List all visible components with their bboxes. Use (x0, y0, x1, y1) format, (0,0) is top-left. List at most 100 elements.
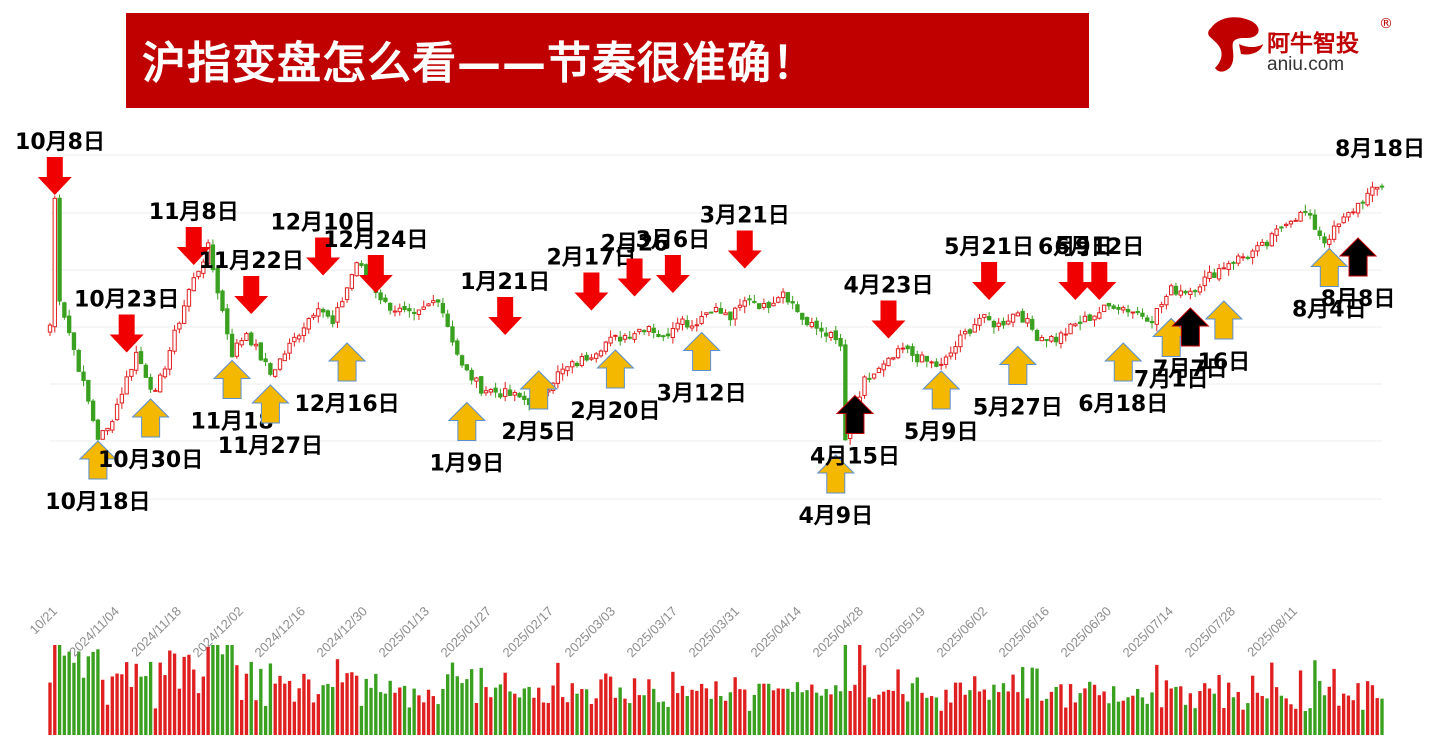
candle-body (1164, 295, 1169, 306)
volume-bar (623, 698, 627, 735)
volume-bar (1049, 691, 1054, 735)
volume-bar (1274, 687, 1279, 735)
candle-body (1212, 272, 1217, 278)
candle-body (900, 347, 906, 350)
candle-body (1001, 320, 1006, 326)
candle-body (905, 345, 910, 350)
candle-body (1044, 338, 1049, 342)
volume-bar (96, 649, 100, 735)
candle-body (589, 357, 594, 360)
candle-body (354, 262, 359, 277)
volume-bar (91, 651, 95, 735)
volume-bar (192, 669, 196, 735)
volume-bar (1126, 697, 1130, 735)
volume-bar (508, 691, 512, 735)
candle-body (325, 310, 331, 317)
volume-bar (441, 688, 445, 735)
candle-body (958, 334, 963, 348)
volume-bar (1054, 686, 1058, 735)
volume-bar (1092, 684, 1097, 735)
buy-arrow-icon (998, 345, 1038, 385)
volume-bar (589, 704, 594, 735)
candle-body (1303, 211, 1308, 214)
candle-body (277, 358, 283, 370)
volume-bar (278, 675, 282, 735)
x-tick-label: 2024/12/16 (251, 604, 308, 661)
volume-bar (1322, 695, 1327, 735)
volume-bar (675, 693, 680, 735)
candle-body (800, 312, 805, 320)
candle-body (1154, 307, 1159, 325)
volume-bar (795, 682, 800, 735)
candle-body (498, 393, 503, 398)
buy-arrow-icon (1151, 317, 1191, 357)
volume-bar (120, 674, 124, 735)
annotation-label: 16日 (1198, 350, 1251, 375)
x-tick-label: 2025/04/14 (747, 604, 804, 661)
candle-body (771, 302, 776, 307)
volume-bar (767, 683, 771, 735)
buy-arrow-icon (1204, 300, 1244, 340)
candle-body (1020, 310, 1025, 323)
annotation-label: 10月18日 (45, 490, 150, 515)
annotation-label: 12月10日 (270, 211, 375, 236)
x-tick-label: 10/21 (27, 604, 61, 638)
candle-body (910, 346, 915, 356)
volume-bar (124, 662, 129, 735)
candle-body (982, 314, 987, 318)
candle-body (296, 335, 302, 340)
annotation-label: 2月26 (601, 232, 669, 257)
annotation: 12月24日 (323, 228, 428, 293)
volume-bar (316, 694, 320, 735)
candle-body (76, 349, 81, 372)
signal-annotations: 10月8日 10月18日 10月23日 10月30日 11月8日 11月18 11月22日 1… (15, 130, 1425, 529)
candle-body (617, 336, 623, 342)
volume-bar (345, 673, 349, 735)
sell-arrow-icon (488, 297, 523, 335)
candle-body (804, 316, 810, 326)
buy-arrow-icon (816, 454, 855, 494)
annotation-label: 11月18 (190, 410, 273, 435)
volume-bar (537, 687, 541, 735)
volume-bar (709, 698, 713, 735)
volume-bar (287, 680, 292, 735)
candle-body (1216, 268, 1222, 280)
volume-bar (1155, 664, 1159, 735)
volume-bar (1078, 693, 1082, 735)
candle-body (962, 330, 968, 335)
candle-body (239, 340, 244, 346)
volume-bar (1351, 700, 1355, 735)
candle-body (148, 376, 153, 390)
volume-bar (570, 683, 574, 735)
candle-body (512, 391, 517, 396)
candle-body (201, 261, 206, 274)
volume-bar (872, 698, 876, 735)
volume-bar (1375, 698, 1379, 735)
volume-bar (369, 687, 373, 735)
candle-body (1073, 323, 1078, 327)
volume-bar (220, 654, 225, 735)
volume-bar (1179, 686, 1183, 735)
volume-bar (1226, 682, 1231, 735)
annotation-label: 11月8日 (149, 200, 239, 225)
candle-body (114, 403, 120, 421)
candle-body (440, 303, 446, 314)
volume-bar (1217, 675, 1221, 735)
candle-body (833, 330, 838, 341)
candle-body (1125, 308, 1131, 313)
candle-body (1173, 285, 1179, 295)
volume-bar (882, 691, 886, 735)
volume-bar (1174, 686, 1178, 735)
candle-body (306, 318, 311, 330)
candle-body (426, 303, 431, 307)
volume-bar (153, 708, 158, 735)
candle-body (742, 300, 747, 307)
volume-bar (268, 663, 273, 735)
candle-body (1183, 290, 1188, 294)
volume-bar (652, 688, 656, 735)
candle-body (756, 303, 762, 309)
candle-body (766, 301, 771, 309)
volume-bar (1294, 708, 1298, 735)
sell-arrow-icon (727, 230, 762, 269)
volume-bar (1303, 711, 1308, 735)
